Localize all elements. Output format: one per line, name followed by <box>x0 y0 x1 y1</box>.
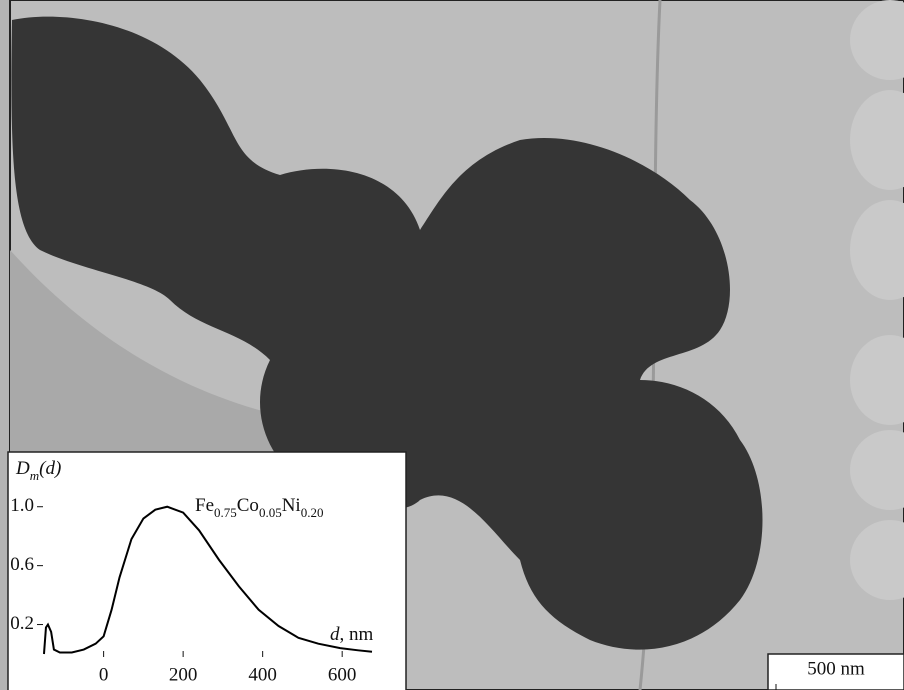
x-tick-label: 400 <box>248 664 277 685</box>
tem-figure: Dm(d) Fe0.75Co0.05Ni0.20 d, nm 500 nm 0.… <box>0 0 904 690</box>
formula-part: 0.20 <box>301 505 324 520</box>
y-tick-label: 0.6 <box>10 554 34 575</box>
y-label-part: D <box>15 458 30 479</box>
x-axis-label: d, nm <box>330 624 374 645</box>
x-label-part: , nm <box>340 624 374 645</box>
formula-part: Co <box>237 495 259 516</box>
formula-part: 0.75 <box>214 505 237 520</box>
y-tick-label: 0.2 <box>10 613 34 634</box>
x-tick-label: 600 <box>328 664 357 685</box>
inset-panel <box>8 452 406 690</box>
scale-bar-label: 500 nm <box>807 658 865 679</box>
x-tick-label: 200 <box>169 664 198 685</box>
y-label-part: m <box>30 468 39 483</box>
formula-part: Ni <box>282 495 301 516</box>
y-label-part: (d) <box>39 458 61 479</box>
formula-part: 0.05 <box>259 505 282 520</box>
y-tick-label: 1.0 <box>10 495 34 516</box>
x-tick-label: 0 <box>99 664 109 685</box>
formula-part: Fe <box>195 495 214 516</box>
x-label-part: d <box>330 624 340 645</box>
